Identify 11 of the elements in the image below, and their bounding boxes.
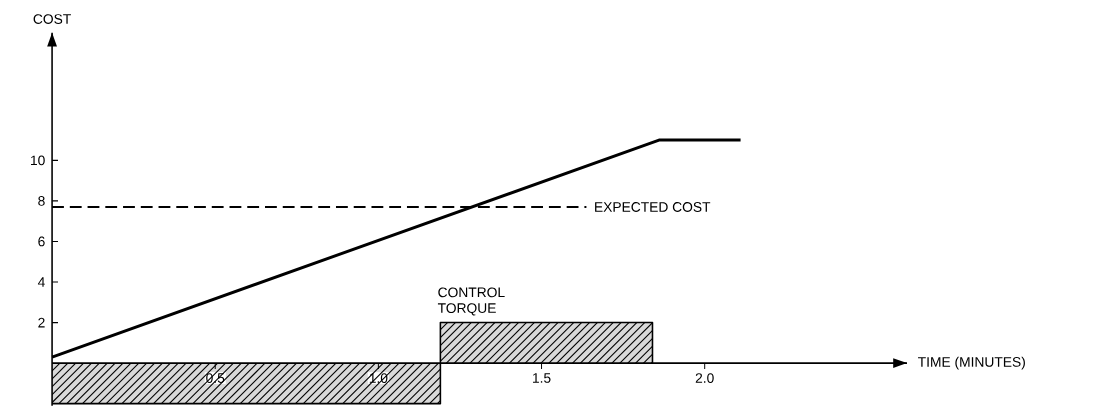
y-tick-label: 4 [37, 277, 45, 287]
y-tick-label: 2 [38, 317, 45, 328]
ref-line-label: EXPECTED COST [595, 202, 711, 213]
y-tick-label: 8 [38, 196, 45, 206]
x-axis-title: TIME (MINUTES) [918, 356, 1025, 370]
y-axis-title: COST [33, 14, 71, 25]
y-tick-label: 6 [38, 236, 45, 247]
y-tick-label: 10 [31, 155, 45, 166]
x-tick-label: 1.5 [533, 373, 551, 383]
annotation: CONTROL TORQUE [437, 287, 505, 316]
x-tick-label: 2.0 [695, 373, 714, 384]
